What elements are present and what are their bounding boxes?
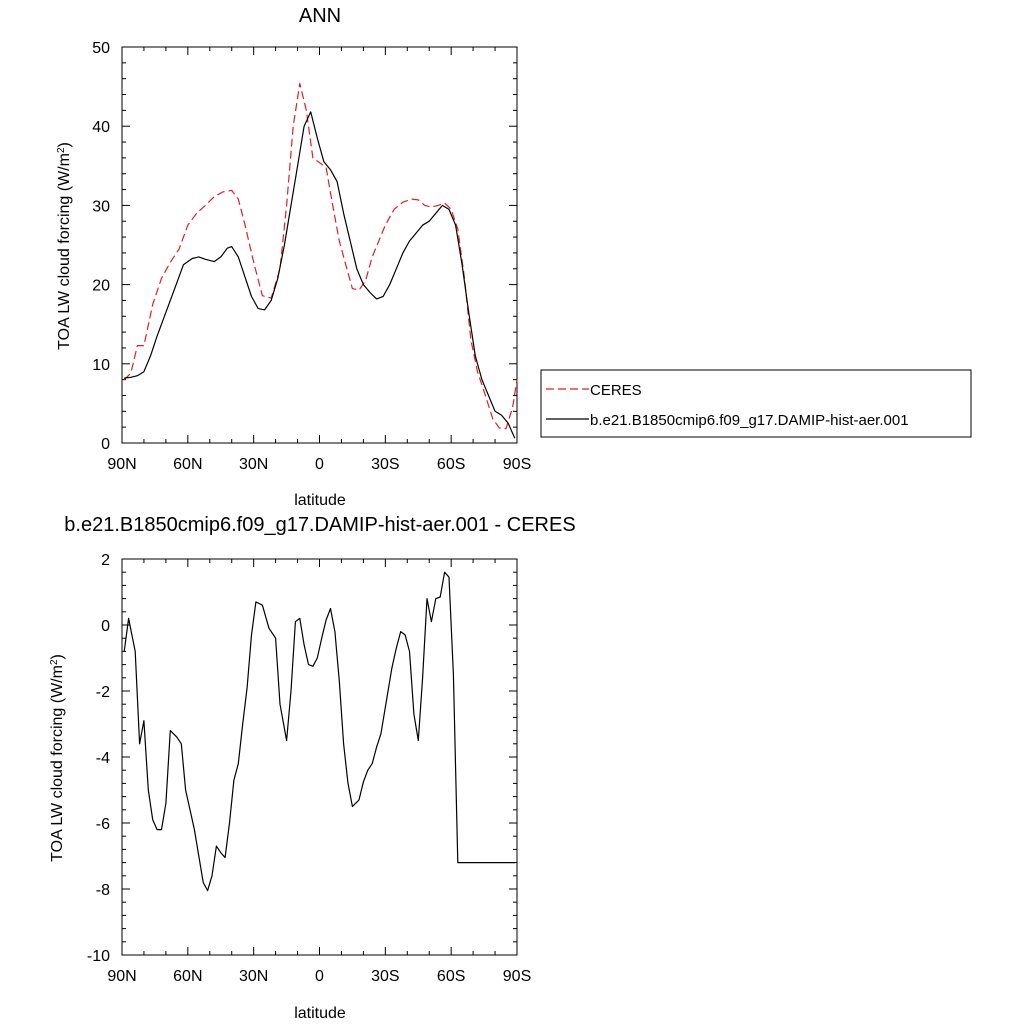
bottom-y-tick-label: -8 xyxy=(96,882,110,899)
legend: CERES b.e21.B1850cmip6.f09_g17.DAMIP-his… xyxy=(540,369,972,438)
top-y-tick-label: 20 xyxy=(92,278,110,295)
bottom-x-tick-label: 30S xyxy=(371,968,399,985)
top-y-tick-label: 50 xyxy=(92,40,110,57)
top-series-line-0 xyxy=(123,82,518,430)
bottom-series-line-0 xyxy=(123,571,515,892)
bottom-y-tick-label: -10 xyxy=(87,948,110,965)
bottom-x-tick-label: 90N xyxy=(107,968,136,985)
bottom-x-axis-label: latitude xyxy=(294,1005,346,1022)
top-x-tick-label: 60N xyxy=(173,456,202,473)
top-x-tick-label: 90N xyxy=(107,456,136,473)
bottom-x-tick-label: 60N xyxy=(173,968,202,985)
bottom-x-tick-label: 90S xyxy=(503,968,531,985)
bottom-chart-title: b.e21.B1850cmip6.f09_g17.DAMIP-hist-aer.… xyxy=(64,514,575,536)
bottom-y-tick-label: -4 xyxy=(96,750,110,767)
bottom-y-tick-label: 0 xyxy=(101,618,110,635)
legend-entry-ceres: CERES xyxy=(590,382,642,399)
top-y-tick-label: 10 xyxy=(92,357,110,374)
top-chart-title: ANN xyxy=(299,5,341,27)
top-series-line-1 xyxy=(124,111,516,439)
top-y-tick-label: 30 xyxy=(92,198,110,215)
top-y-axis-label: TOA LW cloud forcing (W/m2) xyxy=(56,142,74,350)
bottom-x-tick-label: 30N xyxy=(239,968,268,985)
bottom-panel: b.e21.B1850cmip6.f09_g17.DAMIP-hist-aer.… xyxy=(49,514,576,1022)
top-panel: ANN 0 10 20 30 40 50 90N 60N 30N 0 30S 60S 90S latit… xyxy=(56,5,532,509)
top-y-tick-label: 40 xyxy=(92,119,110,136)
top-y-tick-label: 0 xyxy=(101,436,110,453)
top-x-axis-label: latitude xyxy=(294,492,346,509)
bottom-x-tick-label: 60S xyxy=(437,968,465,985)
bottom-y-tick-label: -2 xyxy=(96,684,110,701)
bottom-y-tick-label: 2 xyxy=(101,552,110,569)
bottom-x-tick-label: 0 xyxy=(315,968,324,985)
top-x-tick-label: 30N xyxy=(239,456,268,473)
top-x-tick-label: 90S xyxy=(503,456,531,473)
bottom-y-tick-label: -6 xyxy=(96,816,110,833)
top-x-tick-label: 60S xyxy=(437,456,465,473)
bottom-y-axis-label: TOA LW cloud forcing (W/m2) xyxy=(49,654,67,862)
legend-box xyxy=(540,369,972,438)
top-x-tick-label: 0 xyxy=(315,456,324,473)
top-x-tick-label: 30S xyxy=(371,456,399,473)
legend-entry-model: b.e21.B1850cmip6.f09_g17.DAMIP-hist-aer.… xyxy=(590,412,909,429)
